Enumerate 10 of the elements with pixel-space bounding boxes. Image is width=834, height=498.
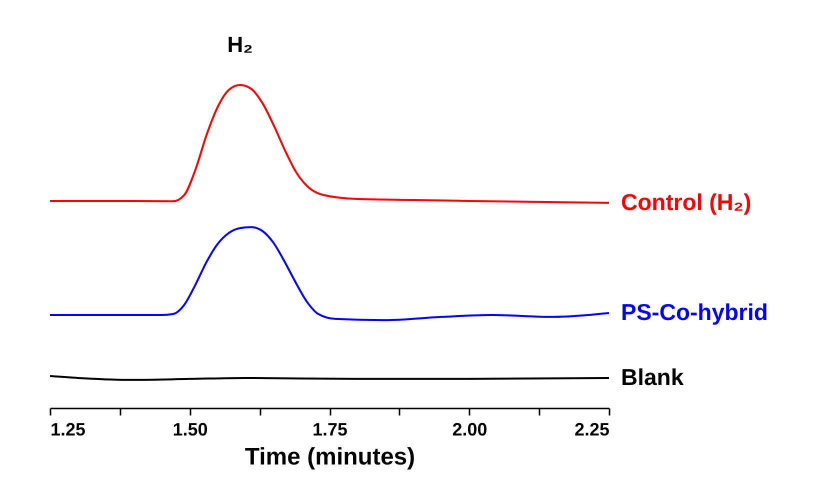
x-tick-label: 2.00 xyxy=(452,420,488,440)
x-tick-label: 1.25 xyxy=(50,420,86,440)
series-label: PS-Co-hybrid xyxy=(621,299,768,326)
x-tick-label: 1.50 xyxy=(172,420,208,440)
annotation: H₂ xyxy=(227,32,253,57)
x-tick-label: 1.75 xyxy=(312,420,348,440)
series-label: Control (H₂) xyxy=(621,188,752,215)
series-label: Blank xyxy=(621,364,684,390)
x-axis-title: Time (minutes) xyxy=(244,444,416,470)
x-tick-label: 2.25 xyxy=(574,420,610,440)
